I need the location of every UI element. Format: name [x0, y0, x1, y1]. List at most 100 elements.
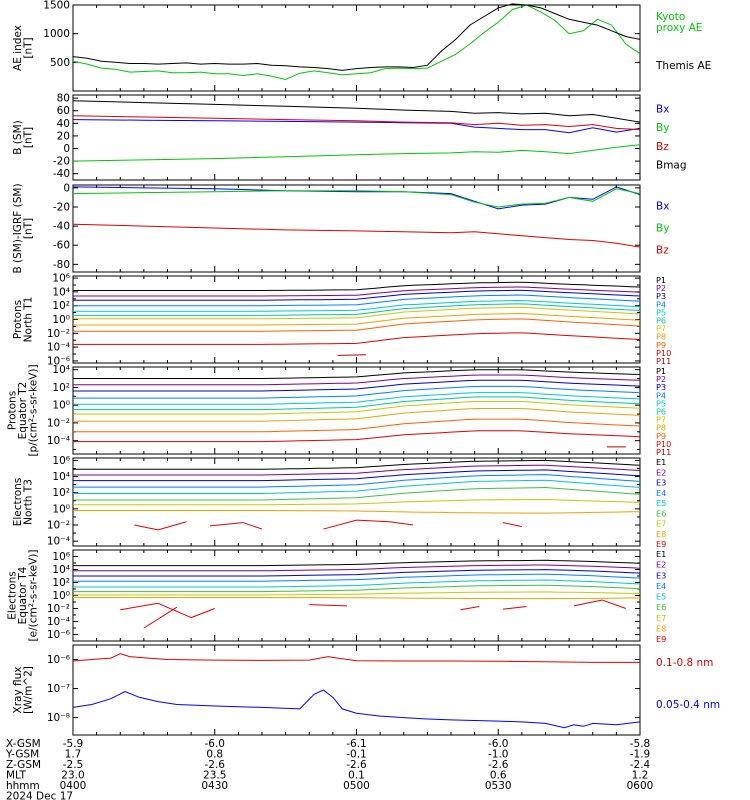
y-tick-label: -20 [53, 156, 70, 168]
series-line [73, 400, 641, 415]
series-segment [389, 521, 414, 526]
series-line [72, 188, 641, 208]
legend-entry: P6 [656, 407, 666, 417]
y-tick-label: 10⁶ [52, 455, 70, 467]
y-tick-label: 10² [52, 382, 70, 394]
legend-entry: By [656, 223, 669, 235]
y-tick-label: 10⁻⁴ [47, 536, 70, 548]
panel-frame [72, 549, 641, 642]
legend-entry: E3 [656, 570, 666, 580]
footer-value: 0.8 [206, 749, 223, 761]
legend-entry: P11 [656, 356, 671, 366]
y-axis-title: [e/(cm²-s-sr-keV)] [28, 550, 40, 642]
series-line [73, 294, 641, 307]
legend-entry: E2 [656, 560, 666, 570]
legend-entry: E9 [656, 634, 666, 644]
footer-label: X-GSM [6, 738, 41, 750]
y-tick-label: -80 [53, 259, 70, 271]
y-tick-label: 10² [52, 300, 70, 312]
series-line [73, 430, 641, 443]
legend-entry: E8 [656, 623, 666, 633]
series-line [73, 392, 641, 405]
series-segment [209, 522, 244, 527]
series-segment [460, 606, 480, 611]
legend-entry: P2 [656, 283, 666, 293]
series-line [72, 3, 641, 71]
legend-entry: Bx [656, 103, 669, 115]
legend-entry: E2 [656, 467, 666, 477]
y-tick-label: 10⁻² [47, 520, 70, 532]
footer-value: 0600 [627, 780, 654, 792]
series-segment [120, 602, 159, 611]
series-line [73, 396, 641, 411]
footer-label: Z-GSM [6, 759, 41, 771]
y-tick-label: 10⁻⁸ [47, 712, 70, 724]
series-segment [323, 519, 357, 530]
y-tick-label: 10⁻⁴ [47, 616, 70, 628]
legend-entry: P8 [656, 423, 666, 433]
series-line [73, 418, 641, 433]
y-tick-label: 10⁰ [52, 503, 70, 515]
series-line [72, 4, 641, 81]
legend-entry: P10 [656, 439, 671, 449]
legend-entry: E6 [656, 508, 666, 518]
y-tick-label: 10⁻² [47, 417, 70, 429]
series-line [73, 289, 641, 301]
legend-entry: P7 [656, 415, 666, 425]
y-tick-label: 40 [57, 118, 70, 130]
series-line [73, 312, 641, 326]
series-line [72, 100, 641, 123]
y-tick-label: 10⁻² [47, 328, 70, 340]
series-line [72, 115, 641, 131]
y-tick-label: 0 [63, 182, 70, 194]
series-segment [134, 524, 159, 531]
y-axis-title: Electrons [7, 571, 19, 620]
footer-value: -5.8 [630, 738, 651, 750]
footer-value: -2.6 [488, 759, 509, 771]
panel-frame [72, 457, 641, 547]
footer-value: 23.0 [61, 770, 84, 782]
footer-label: Y-GSM [5, 749, 39, 761]
series-line [73, 374, 641, 386]
y-tick-label: 60 [57, 105, 70, 117]
y-tick-label: 10² [52, 487, 70, 499]
legend-entry: E1 [656, 549, 666, 559]
y-tick-label: 10⁻² [47, 603, 70, 615]
y-tick-label: 10⁻⁷ [47, 683, 70, 695]
series-line [73, 299, 641, 312]
y-tick-label: 10⁰ [52, 314, 70, 326]
series-line [73, 569, 641, 577]
y-tick-label: 10⁻⁴ [47, 342, 70, 354]
series-segment [573, 599, 603, 607]
series-line [72, 689, 641, 729]
y-tick-label: 10⁰ [52, 400, 70, 412]
footer-value: 0430 [201, 780, 228, 792]
y-tick-label: 10⁰ [52, 590, 70, 602]
series-line [73, 474, 641, 488]
series-segment [309, 604, 348, 607]
footer-value: -0.1 [346, 749, 367, 761]
series-line [73, 464, 641, 476]
series-segment [242, 522, 263, 530]
series-line [73, 510, 641, 514]
y-tick-label: -20 [53, 201, 70, 213]
y-tick-label: 10⁶ [52, 551, 70, 563]
footer-value: -2.5 [63, 759, 84, 771]
y-axis-title: [p/(cm²-s-sr-keV)] [28, 364, 40, 456]
legend-entry: Kyoto [656, 11, 685, 23]
legend-entry: P6 [656, 316, 666, 326]
legend-entry: P8 [656, 332, 666, 342]
series-segment [157, 602, 192, 619]
series-line [73, 318, 641, 332]
series-line [73, 332, 641, 345]
footer-value: 0.6 [490, 770, 507, 782]
y-tick-label: -60 [53, 240, 70, 252]
series-line [73, 286, 641, 297]
series-segment [502, 522, 522, 528]
